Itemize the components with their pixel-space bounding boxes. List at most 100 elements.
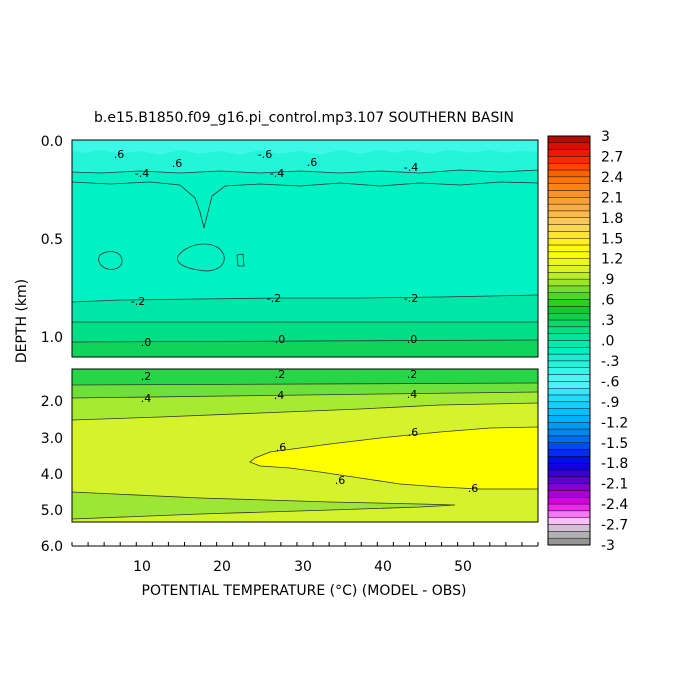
colorbar-label: 3 — [601, 129, 610, 145]
colorbar-box — [547, 183, 591, 191]
contour-label: .0 — [141, 336, 152, 349]
upper-band-minus04 — [72, 150, 538, 173]
contour-label: -.2 — [131, 295, 145, 308]
x-tick-label: 10 — [133, 559, 151, 575]
colorbar-labels: 3 2.7 2.4 2.1 1.8 1.5 1.2 .9 .6 .3 .0 -.3 -.6 -.9 -1.2… — [601, 129, 628, 554]
colorbar-box — [547, 203, 591, 212]
lower-contour-plus04 — [71, 391, 539, 399]
colorbar-box — [547, 476, 591, 484]
colorbar: 3 2.7 2.4 2.1 1.8 1.5 1.2 .9 .6 .3 .0 -.3 -.6 -.9 -1.2… — [547, 129, 628, 554]
upper-band-minus06 — [72, 140, 538, 155]
lower-contour-wedge — [71, 491, 456, 520]
contour-label: .6 — [114, 148, 125, 161]
x-tick-label: 50 — [454, 559, 472, 575]
y-tick-label: 5.0 — [41, 503, 63, 519]
upper-panel-frame — [71, 139, 539, 358]
lower-band-plus04 — [72, 392, 538, 420]
chart-title: b.e15.B1850.f09_g16.pi_control.mp3.107 S… — [94, 110, 514, 126]
colorbar-box — [547, 197, 591, 205]
contour-label: .6 — [468, 482, 479, 495]
colorbar-box — [547, 381, 591, 389]
x-tick-label: 30 — [294, 559, 312, 575]
y-tick-label: 0.5 — [41, 232, 63, 248]
y-tick-label: 0.0 — [41, 134, 63, 150]
y-tick-label: 4.0 — [41, 467, 63, 483]
colorbar-box — [547, 217, 591, 225]
colorbar-box — [547, 340, 591, 348]
colorbar-box — [547, 490, 591, 498]
colorbar-box — [547, 299, 591, 307]
colorbar-label: -.6 — [601, 374, 620, 390]
contour-label: -.4 — [270, 167, 284, 180]
colorbar-label: -1.5 — [601, 436, 628, 452]
colorbar-box — [547, 272, 591, 280]
colorbar-label: 1.8 — [601, 211, 623, 227]
lower-band-plus06 — [250, 427, 538, 489]
lower-contour-plus05 — [71, 402, 539, 421]
colorbar-box — [547, 347, 591, 355]
colorbar-label: -3 — [601, 538, 615, 554]
colorbar-box — [547, 319, 591, 328]
contour-label: .6 — [408, 426, 419, 439]
colorbar-box — [547, 469, 591, 478]
colorbar-boxes — [547, 135, 591, 546]
colorbar-label: .3 — [601, 313, 614, 329]
colorbar-box — [547, 415, 591, 423]
contour-label: .6 — [307, 156, 318, 169]
colorbar-box — [547, 524, 591, 532]
colorbar-box — [547, 428, 591, 437]
lower-band-plus02 — [72, 369, 538, 385]
contour-line-minus03 — [71, 181, 539, 229]
colorbar-box — [547, 135, 591, 144]
contour-label: .0 — [275, 333, 286, 346]
colorbar-box — [547, 142, 591, 150]
colorbar-label: -1.2 — [601, 415, 628, 431]
y-axis: 0.0 0.5 1.0 2.0 3.0 4.0 5.0 6.0 DEPTH (k… — [14, 134, 63, 555]
upper-band-plus02 — [72, 340, 538, 357]
y-tick-label: 6.0 — [41, 539, 63, 555]
y-tick-label: 1.0 — [41, 330, 63, 346]
x-minor-ticks — [71, 542, 539, 546]
lower-band-wedge — [72, 492, 455, 519]
colorbar-box — [547, 163, 591, 171]
lower-contour-plus02 — [71, 382, 539, 386]
colorbar-box — [547, 374, 591, 382]
colorbar-box — [547, 401, 591, 409]
colorbar-label: -.3 — [601, 354, 619, 370]
y-tick-label: 3.0 — [41, 431, 63, 447]
upper-panel — [71, 139, 539, 358]
colorbar-box — [547, 231, 591, 239]
contour-label: .4 — [407, 388, 418, 401]
contour-island-2 — [177, 243, 225, 272]
colorbar-box — [547, 503, 591, 512]
colorbar-box — [547, 169, 591, 178]
contour-label: .0 — [407, 333, 418, 346]
colorbar-box — [547, 422, 591, 430]
contour-island-1 — [98, 251, 123, 270]
colorbar-label: .0 — [601, 334, 614, 350]
contour-label: .6 — [276, 441, 287, 454]
colorbar-label: -2.7 — [601, 518, 628, 534]
colorbar-box — [547, 537, 591, 546]
upper-band-minus02 — [72, 295, 538, 322]
colorbar-box — [547, 313, 591, 321]
colorbar-box — [547, 156, 591, 164]
x-tick-label: 40 — [374, 559, 392, 575]
colorbar-box — [547, 149, 591, 157]
contour-label: .2 — [407, 368, 418, 381]
colorbar-box — [547, 278, 591, 287]
contour-label: .4 — [141, 392, 152, 405]
contour-island-3 — [236, 253, 245, 267]
contour-labels: .6 .6 -.6 .6 -.4 -.4 -.4 -.2 -.2 -.2 .0 … — [114, 148, 479, 495]
contour-label: .6 — [335, 474, 346, 487]
contour-label: .4 — [274, 389, 285, 402]
colorbar-box — [547, 326, 591, 334]
colorbar-box — [547, 210, 591, 219]
lower-panel — [71, 368, 539, 523]
contour-label: -.2 — [404, 292, 418, 305]
colorbar-label: 2.4 — [601, 170, 623, 186]
colorbar-box — [547, 353, 591, 362]
colorbar-box — [547, 360, 591, 368]
contour-label: .2 — [275, 368, 286, 381]
